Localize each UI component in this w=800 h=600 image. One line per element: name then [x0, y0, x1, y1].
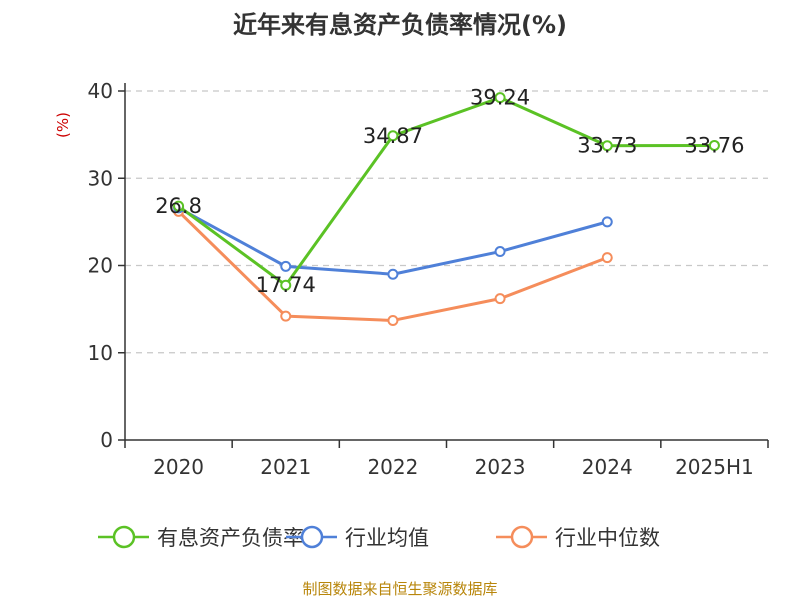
data-point	[280, 310, 292, 322]
data-point	[494, 293, 506, 305]
y-axis-unit: (%)	[54, 112, 72, 138]
series-lines	[173, 92, 720, 326]
data-label: 39.24	[470, 86, 530, 110]
x-tick-label: 2025H1	[675, 455, 754, 479]
legend-marker	[300, 525, 324, 549]
data-point	[708, 139, 720, 151]
x-tick-label: 2024	[582, 455, 633, 479]
data-point	[494, 92, 506, 104]
data-label: 26.8	[155, 194, 202, 218]
x-tick-label: 2021	[260, 455, 311, 479]
data-point	[280, 279, 292, 291]
chart-title: 近年来有息资产负债率情况(%)	[233, 11, 567, 39]
series-line	[177, 96, 715, 287]
data-label: 17.74	[256, 273, 316, 297]
axes: 0 10 20 30 40 2020 2021 2022 2023 2024 2025H1	[88, 79, 769, 479]
legend-label: 行业中位数	[555, 526, 660, 550]
data-point	[387, 268, 399, 280]
data-point	[387, 314, 399, 326]
data-label: 33.73	[577, 134, 637, 158]
x-tick-label: 2023	[475, 455, 526, 479]
data-labels: 26.8 17.74 34.87 39.24 33.73 33.76	[155, 86, 744, 298]
data-point	[601, 216, 613, 228]
y-tick-label: 40	[88, 79, 113, 103]
data-point	[387, 130, 399, 142]
source-note: 制图数据来自恒生聚源数据库	[302, 580, 497, 598]
y-tick-label: 20	[88, 254, 113, 278]
data-point	[601, 140, 613, 152]
legend-label: 有息资产负债率	[157, 526, 304, 550]
x-tick-label: 2020	[153, 455, 204, 479]
legend: 有息资产负债率 行业均值 行业中位数	[98, 525, 660, 550]
legend-marker	[112, 525, 136, 549]
legend-label: 行业均值	[345, 526, 429, 550]
data-point	[173, 200, 185, 212]
data-point	[280, 260, 292, 272]
data-point	[494, 246, 506, 258]
legend-marker	[510, 525, 534, 549]
series-line	[177, 206, 608, 276]
y-tick-label: 10	[88, 341, 113, 365]
data-label: 33.76	[684, 133, 744, 157]
x-tick-label: 2022	[367, 455, 418, 479]
grid-lines	[125, 90, 768, 354]
y-tick-label: 30	[88, 166, 113, 190]
data-label: 34.87	[363, 124, 423, 148]
y-tick-label: 0	[100, 428, 113, 452]
data-point	[601, 252, 613, 264]
